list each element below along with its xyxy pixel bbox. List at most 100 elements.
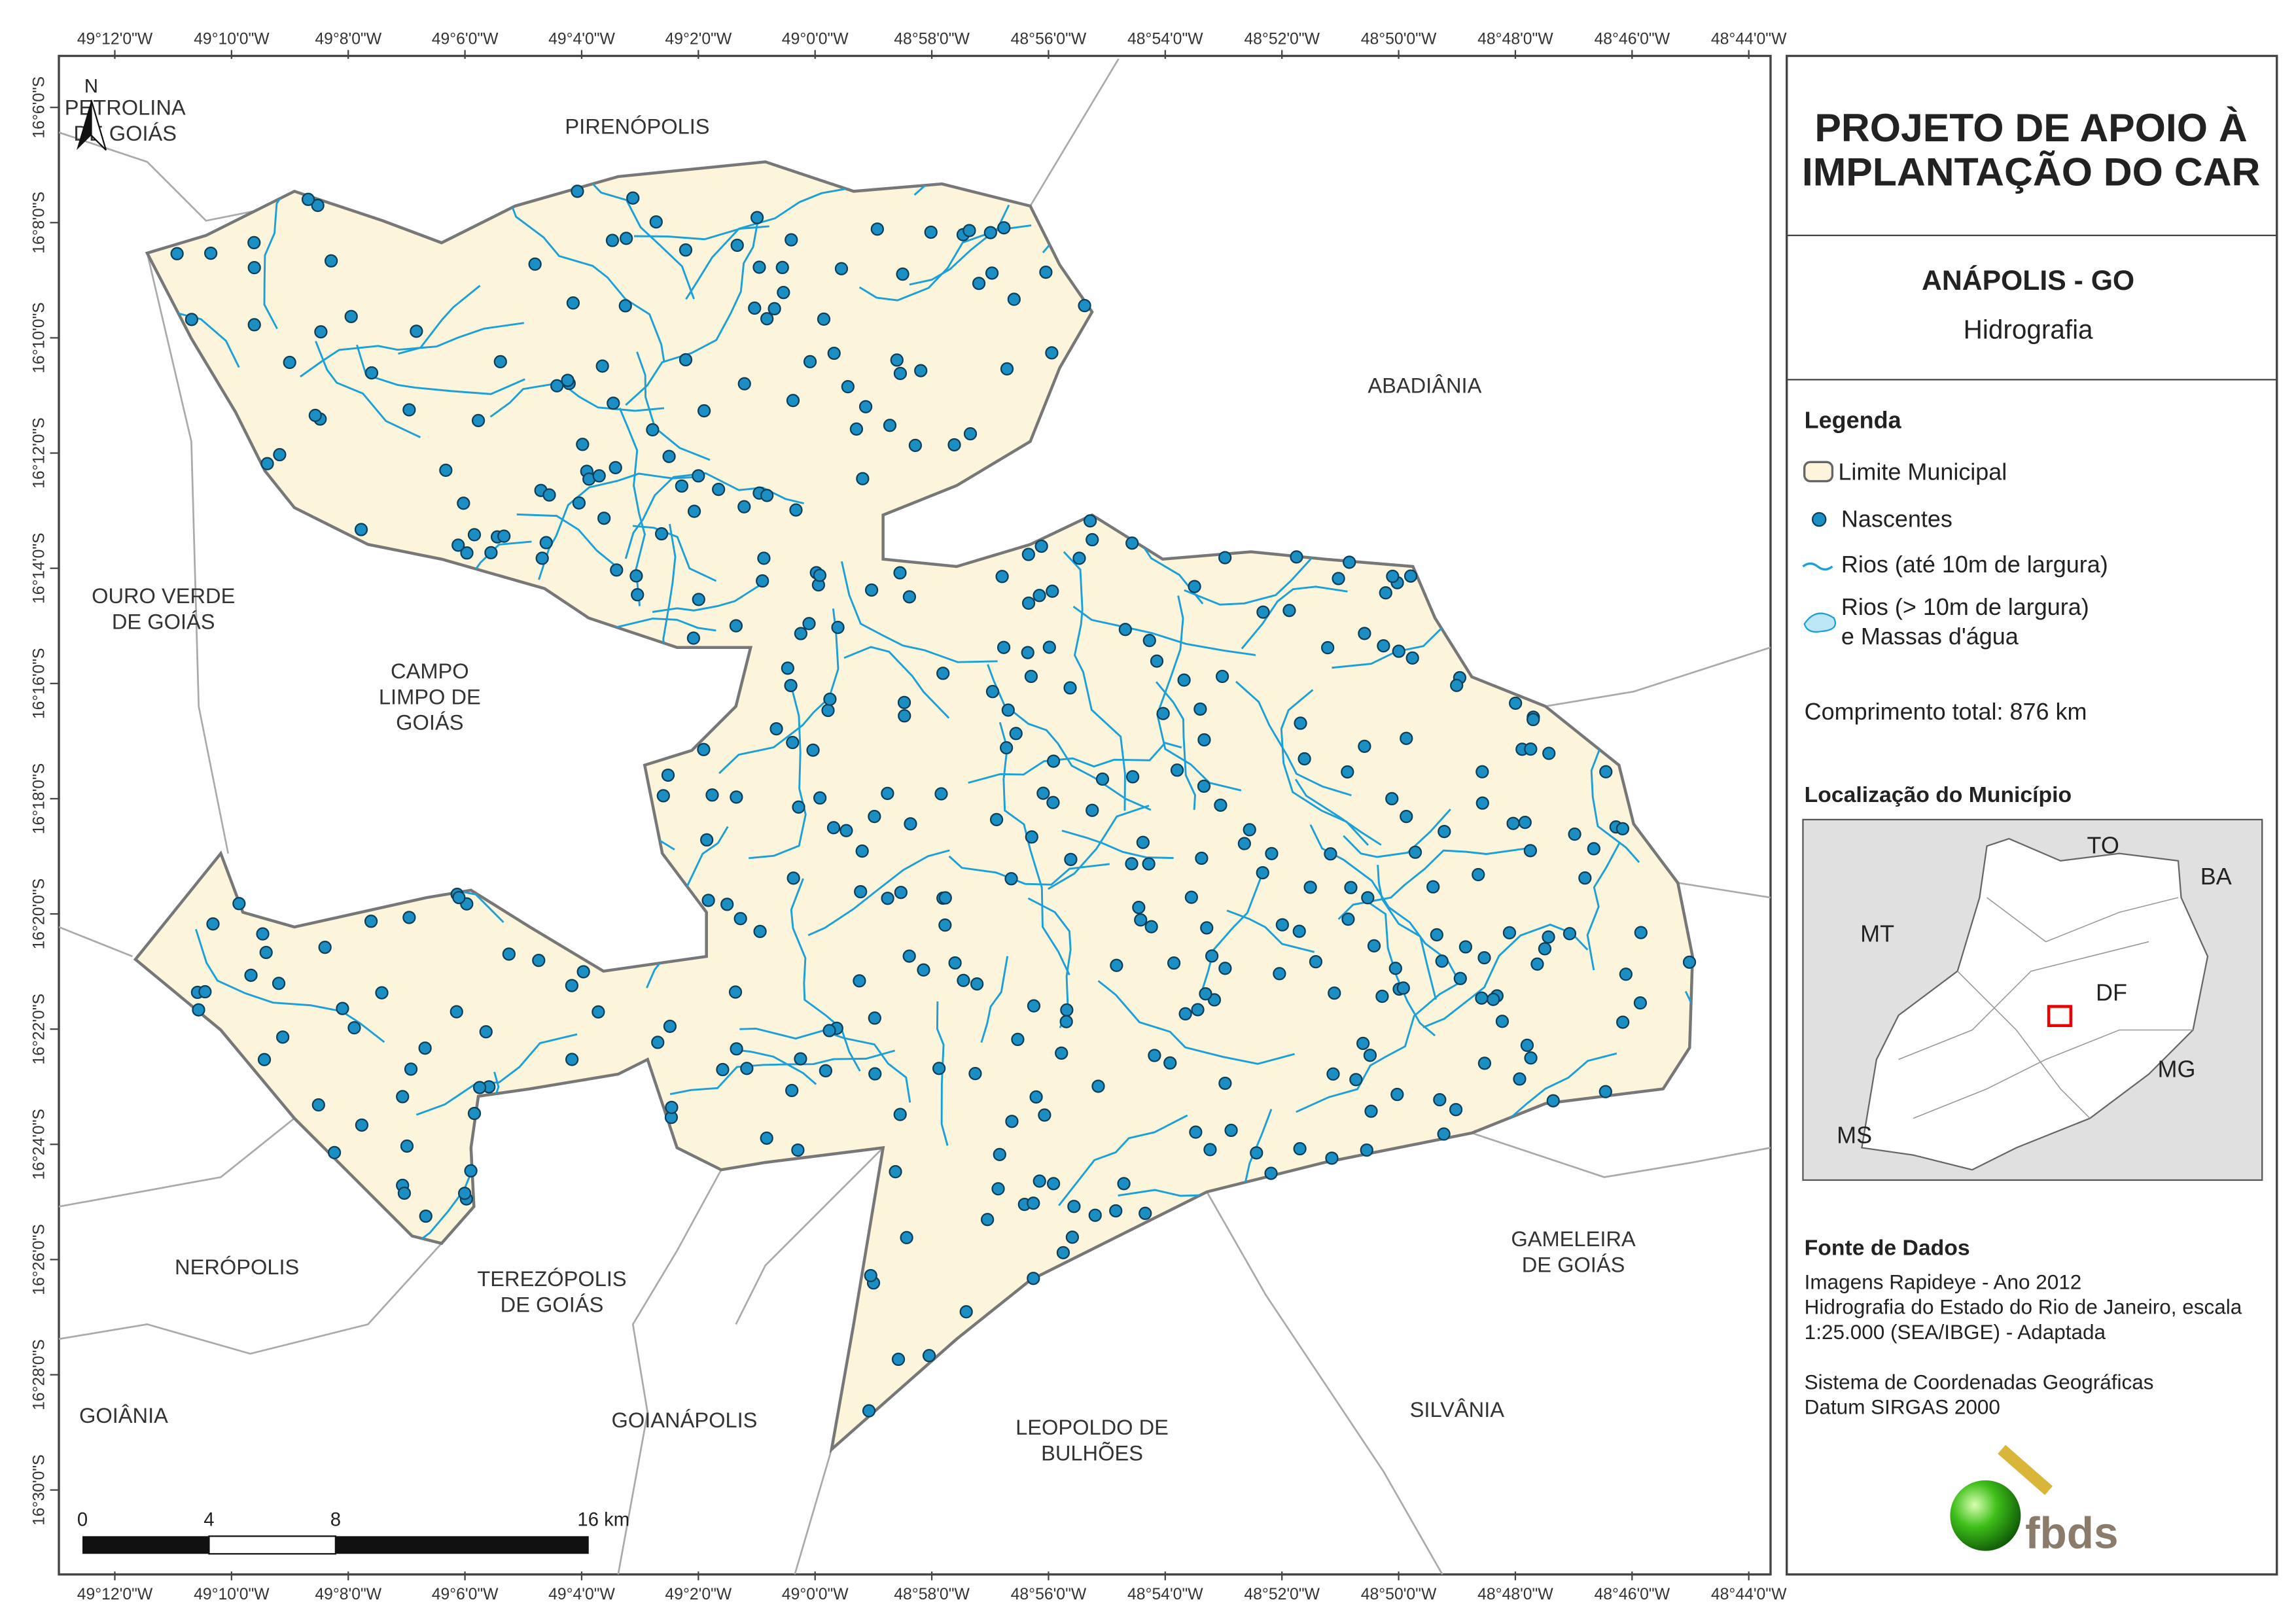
neighbor-label: NERÓPOLIS <box>175 1255 299 1279</box>
spring <box>1088 1208 1102 1222</box>
spring <box>283 355 296 370</box>
spring <box>781 661 794 675</box>
spring <box>1264 1166 1278 1180</box>
spring <box>858 400 873 413</box>
spring <box>1475 991 1489 1005</box>
spring <box>1197 733 1211 747</box>
spring <box>700 833 714 847</box>
spring <box>626 191 640 205</box>
spring <box>936 667 950 680</box>
spring <box>760 489 774 502</box>
spring <box>1027 1196 1040 1210</box>
border <box>617 1169 722 1575</box>
spring <box>1199 987 1212 1001</box>
spring <box>1059 1015 1073 1028</box>
spring <box>649 215 663 229</box>
latitude-label: 16°18'0"S <box>31 763 48 835</box>
spring <box>991 1182 1005 1196</box>
spring <box>896 267 910 281</box>
longitude-label: 48°54'0"W <box>1127 1586 1203 1603</box>
river <box>1155 681 1196 811</box>
spring <box>890 353 904 367</box>
title: PROJETO DE APOIO À <box>1814 105 2247 150</box>
spring <box>893 366 908 380</box>
neighbor-label: LIMPO DE <box>379 684 481 708</box>
spring <box>1375 989 1389 1003</box>
spring <box>347 1021 361 1035</box>
sources-title: Fonte de Dados <box>1805 1236 1970 1261</box>
spring <box>327 1145 342 1160</box>
spring <box>1063 681 1077 695</box>
spring <box>750 211 764 224</box>
spring <box>1405 651 1419 665</box>
river <box>263 162 349 330</box>
spring <box>1033 1174 1046 1188</box>
river <box>843 646 950 719</box>
longitude-label: 48°48'0"W <box>1477 30 1553 48</box>
state-label: DF <box>2096 979 2127 1006</box>
spring <box>785 1083 799 1098</box>
spring <box>1064 852 1078 866</box>
spring <box>308 408 322 423</box>
spring <box>1400 810 1413 824</box>
longitude-label: 48°56'0"W <box>1011 30 1087 48</box>
latitude-label: 16°12'0"S <box>31 417 48 489</box>
spring <box>1215 669 1229 684</box>
spring <box>904 817 917 831</box>
spring <box>610 563 624 577</box>
spring <box>756 574 769 588</box>
river <box>790 878 861 1072</box>
spring <box>959 1305 973 1319</box>
legend-title: Legenda <box>1805 407 1902 434</box>
spring <box>1527 712 1540 727</box>
spring <box>760 1131 773 1145</box>
spring <box>198 985 212 999</box>
spring <box>968 1066 982 1081</box>
river <box>1294 778 1382 846</box>
spring <box>1218 962 1232 975</box>
spring <box>451 538 465 552</box>
spring <box>1256 865 1269 880</box>
spring <box>572 496 586 510</box>
spring <box>730 1042 743 1056</box>
spring <box>813 568 827 582</box>
spring <box>697 404 711 418</box>
spring <box>1109 1204 1123 1218</box>
spring <box>1046 754 1061 768</box>
river <box>1241 585 1348 650</box>
river <box>652 583 762 613</box>
location-marker <box>2047 1005 2073 1028</box>
spring <box>997 640 1011 654</box>
spring <box>1001 703 1015 717</box>
spring <box>1563 927 1577 941</box>
spring <box>1086 803 1099 817</box>
river <box>135 257 240 368</box>
sources-line: 1:25.000 (SEA/IBGE) - Adaptada <box>1805 1320 2106 1344</box>
spring <box>1437 1127 1451 1141</box>
spring <box>597 512 611 525</box>
spring <box>934 787 948 801</box>
spring <box>917 963 930 977</box>
side-panel: PROJETO DE APOIO À IMPLANTAÇÃO DO CAR AN… <box>1786 54 2278 1576</box>
river <box>504 187 665 362</box>
spring <box>993 1147 1006 1161</box>
spring <box>1024 669 1038 684</box>
river <box>739 1028 911 1103</box>
spring <box>733 912 747 926</box>
spring <box>1033 589 1046 602</box>
spring <box>1282 604 1296 618</box>
border <box>1029 58 1120 207</box>
spring <box>1275 918 1289 932</box>
spring <box>1045 346 1059 360</box>
spring <box>1200 921 1214 935</box>
river <box>1280 689 1369 846</box>
spring <box>1000 362 1014 376</box>
spring <box>325 254 338 268</box>
logo-text: fbds <box>2025 1509 2118 1558</box>
spring <box>1361 891 1375 905</box>
spring <box>276 1030 290 1044</box>
spring <box>948 956 962 970</box>
spring <box>1364 1104 1378 1118</box>
